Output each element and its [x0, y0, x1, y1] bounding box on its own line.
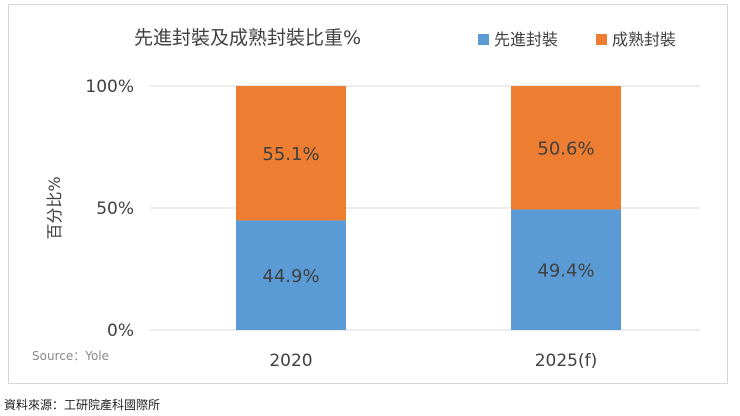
bar-segment	[236, 220, 346, 330]
data-label: 44.9%	[262, 266, 319, 287]
category-labels: 2020 2025(f)	[269, 351, 597, 371]
legend-label-mature: 成熟封裝	[612, 30, 676, 49]
y-tick-label: 50%	[96, 199, 134, 219]
x-category-label: 2020	[269, 351, 312, 371]
y-tick-label: 100%	[85, 77, 134, 97]
legend-label-advanced: 先進封裝	[494, 30, 558, 49]
chart-title: 先進封裝及成熟封裝比重%	[134, 27, 361, 49]
footer-credit: 資料來源：工研院產科國際所	[4, 398, 161, 412]
bar-segment	[511, 86, 621, 210]
y-axis-label: 百分比%	[45, 176, 64, 239]
y-tick-labels: 0% 50% 100%	[85, 77, 134, 341]
x-category-label: 2025(f)	[535, 351, 598, 371]
y-tick-label: 0%	[107, 321, 134, 341]
data-label: 49.4%	[537, 261, 594, 282]
legend-swatch-advanced	[478, 34, 489, 45]
data-label: 50.6%	[537, 139, 594, 160]
bar-segment	[511, 209, 621, 330]
chart-svg: 先進封裝及成熟封裝比重% 先進封裝 成熟封裝 百分比% 0% 50% 100% 44…	[32, 27, 700, 371]
bar-segment	[236, 86, 346, 221]
legend-swatch-mature	[596, 34, 607, 45]
data-label: 55.1%	[262, 144, 319, 165]
source-note: Source：Yole	[32, 349, 109, 363]
bar-group: 44.9% 55.1% 49.4% 50.6%	[236, 86, 621, 330]
